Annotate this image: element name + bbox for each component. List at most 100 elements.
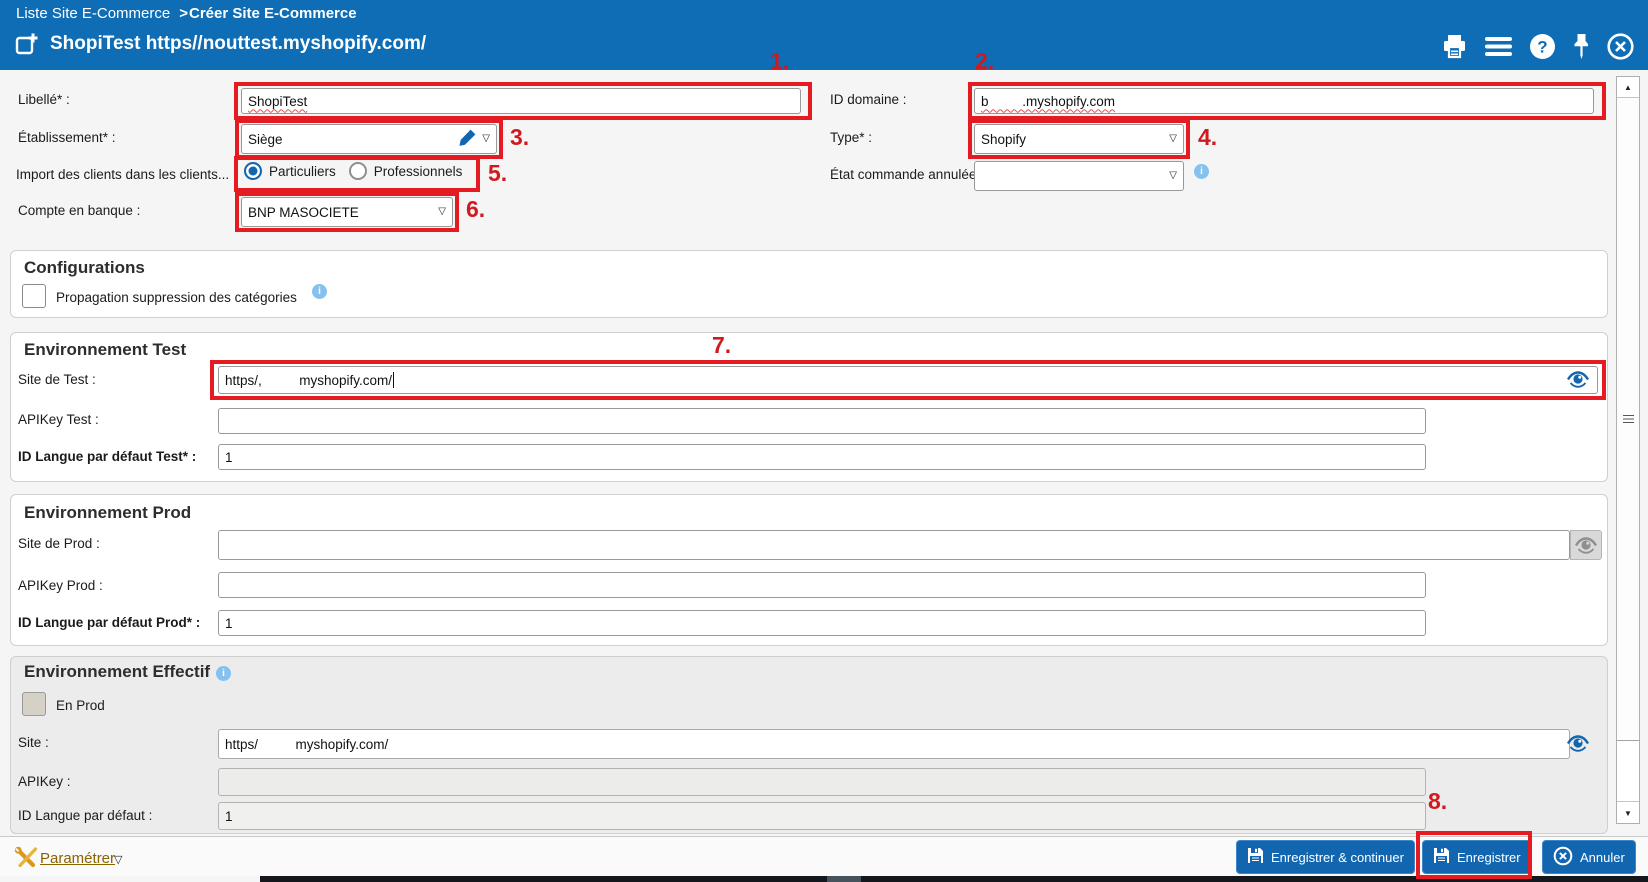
eye-icon[interactable] [1566,371,1590,388]
etablissement-value: Siège [248,131,283,147]
id-domaine-label: ID domaine : [830,92,907,107]
save-label: Enregistrer [1457,849,1521,865]
env-test-title: Environnement Test [24,340,187,359]
vertical-scrollbar[interactable]: ▲ ▼ [1616,76,1640,824]
type-label: Type* : [830,130,873,145]
id-langue-effectif-label: ID Langue par défaut : [18,808,153,823]
propagation-checkbox[interactable] [22,284,46,308]
edit-pencil-icon[interactable] [458,128,477,150]
libelle-input[interactable]: ShopiTest [241,88,801,114]
site-effectif-label: Site : [18,735,49,750]
apikey-prod-input[interactable] [218,572,1426,598]
chevron-down-icon[interactable]: ▽ [1169,133,1177,144]
en-prod-label: En Prod [56,698,105,713]
propagation-label: Propagation suppression des catégories [56,290,297,305]
radio-particuliers-label[interactable]: Particuliers [269,163,336,179]
bottom-edge-strip [260,876,1648,882]
chevron-down-icon[interactable]: ▽ [114,854,123,866]
id-langue-test-input[interactable]: 1 [218,444,1426,470]
eye-icon[interactable] [1566,735,1590,752]
etat-commande-select[interactable]: ▽ [974,161,1184,191]
scroll-up-arrow-icon[interactable]: ▲ [1617,77,1639,98]
header-bar: Liste Site E-Commerce >Créer Site E-Comme… [0,0,1648,70]
page-title: ShopiTest https//nouttest.myshopify.com/ [50,33,427,54]
libelle-label: Libellé* : [18,92,70,107]
chevron-down-icon[interactable]: ▽ [1169,170,1177,181]
site-prod-input[interactable] [218,530,1570,560]
breadcrumb-parent[interactable]: Liste Site E-Commerce [16,5,171,22]
footer-bar: Paramétrer ▽ Enregistrer & continuer Enr… [0,836,1648,876]
radio-particuliers[interactable] [244,162,262,180]
pin-icon[interactable] [1573,33,1590,60]
info-icon: i [1194,164,1209,179]
parametrer-link[interactable]: Paramétrer [40,850,116,867]
etat-commande-label: État commande annulée : [830,167,984,182]
site-test-input[interactable]: https/, myshopify.com/ [218,366,1598,394]
menu-icon[interactable] [1485,36,1512,57]
annotation-number-3: 3. [510,124,530,150]
id-langue-prod-value: 1 [225,615,233,631]
text-cursor [393,372,395,388]
id-langue-test-value: 1 [225,449,233,465]
compte-banque-value: BNP MASOCIETE [248,204,359,220]
site-test-label: Site de Test : [18,372,96,387]
annotation-number-2: 2. [975,48,995,74]
scrollbar-grip-icon [1622,414,1634,424]
apikey-prod-label: APIKey Prod : [18,578,103,593]
print-icon[interactable] [1441,34,1468,59]
radio-professionnels[interactable] [348,162,367,180]
scrollbar-thumb[interactable] [1617,98,1639,741]
svg-text:?: ? [1537,38,1547,57]
apikey-effectif-label: APIKey : [18,774,71,789]
compte-banque-select[interactable]: BNP MASOCIETE ▽ [241,197,453,227]
env-effectif-title: Environnement Effectif [24,662,211,681]
site-prod-label: Site de Prod : [18,536,100,551]
type-select[interactable]: Shopify ▽ [974,124,1184,154]
apikey-test-input[interactable] [218,408,1426,434]
radio-professionnels-label[interactable]: Professionnels [373,163,463,179]
site-effectif-value: https/ myshopify.com/ [225,736,389,752]
id-langue-prod-input[interactable]: 1 [218,610,1426,636]
save-icon [1247,847,1264,867]
close-icon[interactable] [1607,33,1634,60]
env-prod-title: Environnement Prod [24,503,192,522]
cancel-button[interactable]: Annuler [1542,840,1636,874]
import-clients-radio-group: Particuliers Professionnels [244,162,462,180]
save-and-continue-button[interactable]: Enregistrer & continuer [1236,840,1415,874]
save-and-continue-label: Enregistrer & continuer [1271,849,1404,865]
cancel-circle-x-icon [1553,846,1573,869]
open-window-plus-icon [14,31,40,57]
compte-banque-label: Compte en banque : [18,203,141,218]
help-icon[interactable]: ? [1529,33,1556,60]
site-effectif-input[interactable]: https/ myshopify.com/ [218,729,1570,759]
title-row: ShopiTest https//nouttest.myshopify.com/ [14,31,426,57]
annotation-number-1: 1. [770,48,790,74]
info-icon: i [216,666,231,681]
scroll-down-arrow-icon[interactable]: ▼ [1617,801,1639,824]
save-button[interactable]: Enregistrer [1422,840,1532,874]
id-domaine-value: b .myshopify.com [981,93,1116,109]
en-prod-checkbox [22,692,46,716]
annotation-number-5: 5. [488,160,508,186]
id-domaine-input[interactable]: b .myshopify.com [974,88,1594,114]
apikey-effectif-input [218,768,1426,796]
header-icons: ? [1441,33,1634,60]
info-icon: i [312,284,327,299]
chevron-down-icon[interactable]: ▽ [482,133,490,144]
annotation-number-6: 6. [466,196,486,222]
import-clients-label: Import des clients dans les clients... : [16,167,237,182]
tools-icon [14,846,39,869]
chevron-down-icon[interactable]: ▽ [438,206,446,217]
breadcrumb-separator: > [179,5,188,22]
etablissement-select[interactable]: Siège ▽ [241,124,497,154]
site-test-value: https/, myshopify.com/ [225,372,393,388]
etablissement-label: Établissement* : [18,130,116,145]
cancel-label: Annuler [1580,849,1625,865]
libelle-value: ShopiTest [248,93,308,109]
annotation-number-8: 8. [1428,788,1448,814]
breadcrumb: Liste Site E-Commerce >Créer Site E-Comme… [16,5,357,22]
annotation-number-4: 4. [1198,124,1218,150]
configurations-title: Configurations [24,258,145,277]
id-langue-test-label: ID Langue par défaut Test* : [18,449,197,464]
